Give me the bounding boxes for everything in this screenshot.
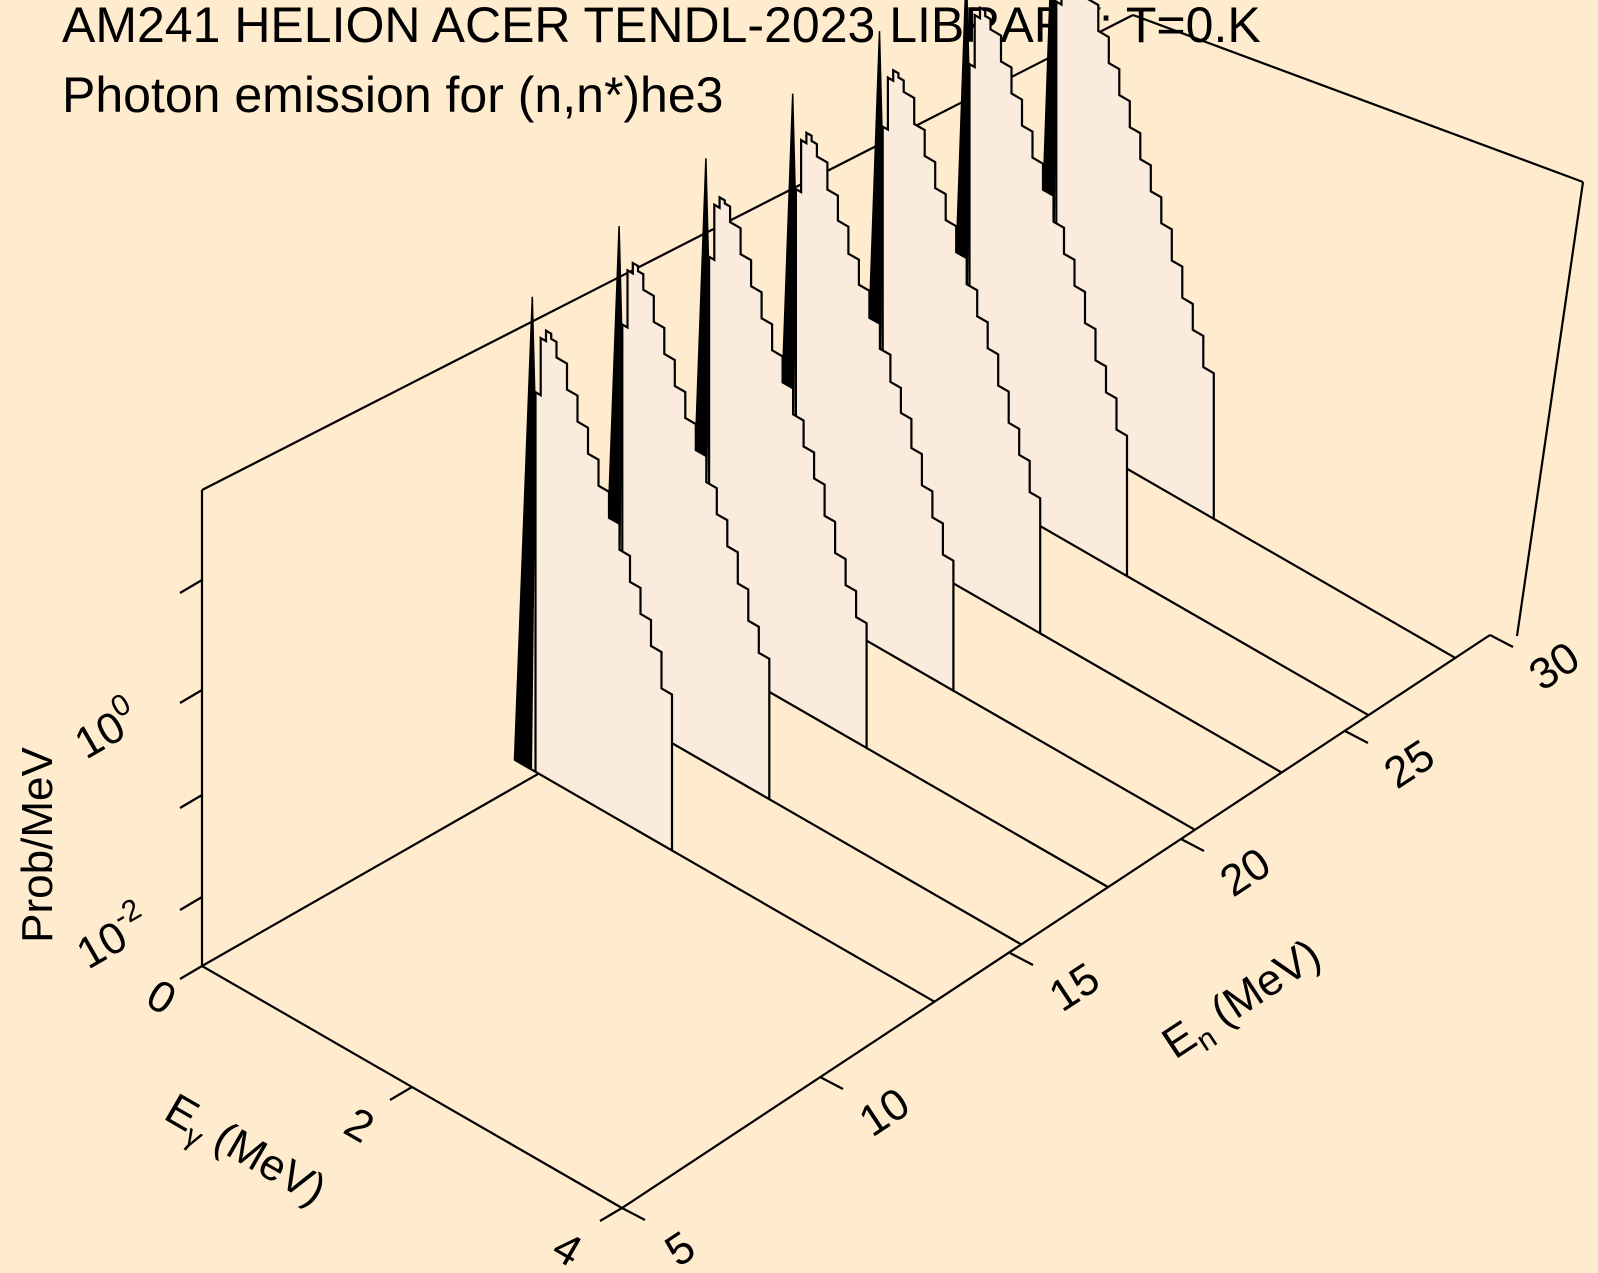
egamma-tick-0: [179, 965, 203, 980]
egamma-tick-4: [599, 1207, 623, 1222]
z-tick-major-minus2: [179, 896, 203, 911]
en-tick-20: [1180, 838, 1205, 852]
box-right-top-edge: [1132, 13, 1584, 184]
baseline-19: [866, 747, 1109, 889]
z-tick-major-0: [179, 689, 203, 704]
z-axis-label: Prob/MeV: [13, 747, 62, 943]
spectra-group: [513, 0, 1456, 1003]
baseline-29: [1213, 517, 1456, 659]
en-tick-25: [1344, 730, 1369, 744]
baseline-14: [671, 849, 936, 1003]
baseline-21.5: [952, 689, 1196, 831]
baseline-16.5: [768, 798, 1022, 946]
spectrum-14: [513, 296, 936, 1003]
en-tick-15: [1009, 952, 1034, 966]
continuum-14: [513, 328, 674, 853]
en-tick-5: [621, 1207, 646, 1221]
peak-14: [513, 296, 537, 771]
z-tick-minor-minus1: [179, 794, 203, 809]
box-right-vertical-edge: [1515, 181, 1585, 637]
egamma-tick-2: [389, 1086, 413, 1101]
baseline-24: [1039, 632, 1283, 774]
chart-subtitle: Photon emission for (n,n*)he3: [62, 67, 723, 123]
en-tick-10: [819, 1076, 844, 1090]
z-tick-minor-1: [179, 579, 203, 594]
baseline-26.5: [1126, 575, 1370, 717]
en-tick-30: [1489, 634, 1514, 648]
